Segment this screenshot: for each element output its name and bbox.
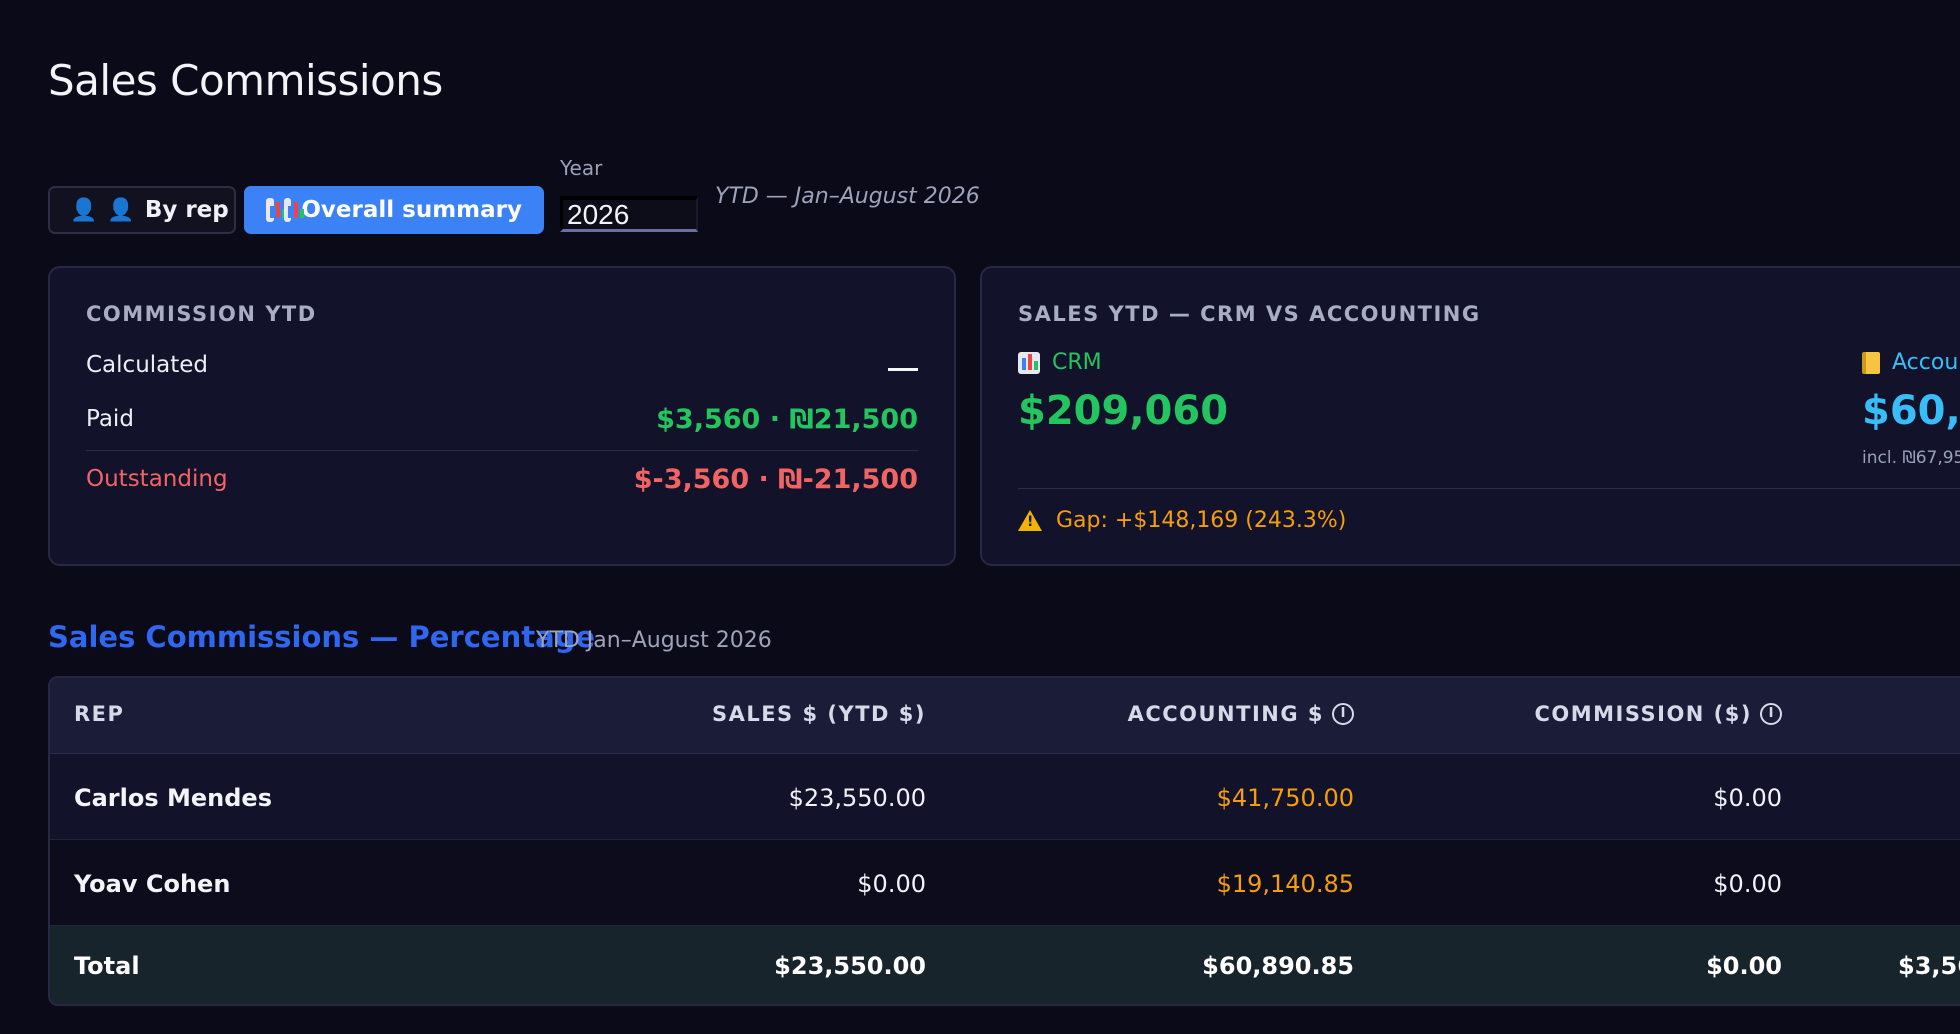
calculated-label: Calculated xyxy=(86,352,209,378)
table-row: Yoav Cohen $0.00 $19,140.85 $0.00 xyxy=(50,840,1960,926)
toolbar: 👤 👤 By rep Overall summary Year YTD — Ja… xyxy=(48,156,1048,236)
crm-value: $209,060 xyxy=(1018,388,1229,434)
commission-card-heading: Commission YTD xyxy=(86,302,317,326)
calculated-empty-dash xyxy=(888,368,918,371)
table-row: Carlos Mendes $23,550.00 $41,750.00 $0.0… xyxy=(50,754,1960,840)
column-header-sales[interactable]: Sales $ (YTD $) xyxy=(712,702,926,726)
commission-ytd-card: Commission YTD Calculated Paid $3,560 · … xyxy=(48,266,956,566)
commission-cell: $0.00 xyxy=(1713,870,1782,898)
page-title: Sales Commissions xyxy=(48,56,443,105)
column-header-accounting-label: Accounting $ xyxy=(1127,702,1324,726)
sales-cell: $0.00 xyxy=(857,870,926,898)
total-label: Total xyxy=(74,952,140,980)
table-header: Rep Sales $ (YTD $) Accounting $ i Commi… xyxy=(50,678,1960,754)
column-header-commission[interactable]: Commission ($) i xyxy=(1534,702,1782,726)
commissions-table: Rep Sales $ (YTD $) Accounting $ i Commi… xyxy=(48,676,1960,1006)
accounting-incl-note: incl. ₪67,950 xyxy=(1862,448,1960,468)
commission-cell: $0.00 xyxy=(1713,784,1782,812)
warning-icon xyxy=(1018,510,1042,531)
sales-cell: $23,550.00 xyxy=(788,784,926,812)
rep-name: Carlos Mendes xyxy=(74,784,272,812)
total-accounting-cell: $60,890.85 xyxy=(1202,952,1354,980)
table-total-row: Total $23,550.00 $60,890.85 $0.00 $3,56 xyxy=(50,926,1960,1004)
accounting-value: $60,8 xyxy=(1862,388,1960,434)
total-sales-cell: $23,550.00 xyxy=(774,952,926,980)
accounting-cell: $19,140.85 xyxy=(1216,870,1354,898)
person-icon: 👤 xyxy=(107,197,135,223)
bar-chart-icon xyxy=(266,198,286,222)
crm-label: CRM xyxy=(1052,350,1102,375)
column-header-rep[interactable]: Rep xyxy=(74,702,124,726)
bar-chart-icon xyxy=(1018,351,1040,374)
info-icon[interactable]: i xyxy=(1760,703,1782,725)
year-input[interactable] xyxy=(560,196,698,232)
column-header-accounting[interactable]: Accounting $ i xyxy=(1128,702,1354,726)
section-subtitle: YTD Jan–August 2026 xyxy=(536,628,772,653)
outstanding-label: Outstanding xyxy=(86,466,228,492)
divider xyxy=(1018,488,1960,489)
year-label: Year xyxy=(560,156,603,180)
bar-chart-icon xyxy=(283,198,304,222)
accounting-cell: $41,750.00 xyxy=(1216,784,1354,812)
rep-name: Yoav Cohen xyxy=(74,870,231,898)
notebook-icon xyxy=(1862,351,1880,374)
divider xyxy=(86,450,918,451)
ytd-note: YTD — Jan–August 2026 xyxy=(715,184,980,209)
total-commission-cell: $0.00 xyxy=(1706,952,1782,980)
column-header-commission-label: Commission ($) xyxy=(1534,702,1752,726)
by-rep-button[interactable]: 👤 👤 By rep xyxy=(48,186,236,234)
sales-card-heading: Sales YTD — CRM vs Accounting xyxy=(1018,302,1481,326)
info-icon[interactable]: i xyxy=(1332,703,1354,725)
outstanding-value: $-3,560 · ₪-21,500 xyxy=(633,464,918,495)
paid-label: Paid xyxy=(86,406,134,432)
paid-value: $3,560 · ₪21,500 xyxy=(656,404,918,435)
column-header-sales-label: Sales $ (YTD $) xyxy=(711,702,926,726)
by-rep-label: By rep xyxy=(144,197,229,223)
sales-ytd-card: Sales YTD — CRM vs Accounting CRM $209,0… xyxy=(980,266,1960,566)
overall-summary-button[interactable]: Overall summary xyxy=(244,186,544,234)
gap-text: Gap: +$148,169 (243.3%) xyxy=(1056,508,1347,533)
overall-summary-label: Overall summary xyxy=(301,197,522,223)
accounting-tag: Accoun xyxy=(1862,350,1960,375)
column-header-rep-label: Rep xyxy=(74,702,125,726)
total-extra-cell: $3,56 xyxy=(1898,952,1960,980)
gap-warning: Gap: +$148,169 (243.3%) xyxy=(1018,508,1346,533)
person-icon: 👤 xyxy=(70,197,98,223)
accounting-label: Accoun xyxy=(1892,350,1960,375)
section-title: Sales Commissions — Percentage xyxy=(48,620,596,654)
crm-tag: CRM xyxy=(1018,350,1102,375)
